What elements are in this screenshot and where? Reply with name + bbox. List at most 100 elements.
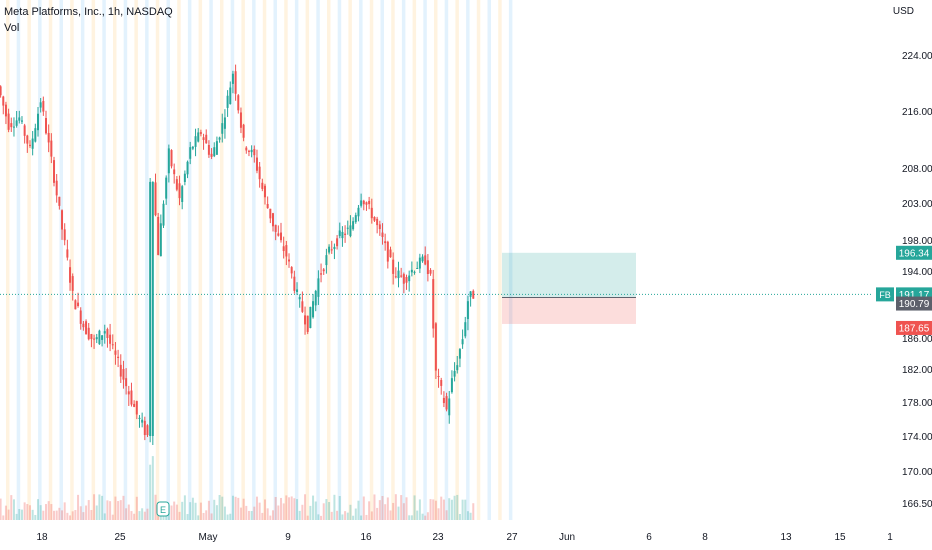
candle-body [301,301,304,312]
volume-bar [464,499,467,520]
volume-bar [269,515,272,520]
candle-body [39,102,42,108]
candle-body [79,310,82,324]
volume-bar [55,510,58,520]
volume-bar [4,505,7,520]
session-band [348,0,352,520]
candle-body [138,417,141,419]
candle-body [15,120,18,126]
volume-bar [250,511,253,520]
session-band [316,0,320,520]
session-band [123,0,128,520]
session-band [113,0,117,520]
volume-bar [205,510,208,520]
candle-body [333,246,336,250]
volume-bar [328,502,331,520]
y-tick-label: 178.00 [902,398,932,409]
volume-bar [12,499,15,520]
volume-bar [202,512,205,520]
candle-body [71,276,74,291]
volume-bar [247,510,250,520]
candle-body [328,246,331,253]
candle-body [234,71,237,94]
position-zones [502,252,636,324]
candle-body [162,203,165,226]
volume-bar [296,499,299,520]
candle-body [373,216,376,221]
candle-body [69,267,72,283]
volume-bar [304,494,307,520]
session-band [80,0,85,520]
session-band [476,0,481,520]
price-axis[interactable]: 224.00 216.00 208.00 203.00 198.00 194.00 186.… [902,51,932,510]
candle-body [10,123,13,128]
candle-body [402,274,405,284]
earnings-icon: E [160,505,166,515]
candle-body [210,153,213,157]
candle-body [432,279,435,329]
volume-bar [298,510,301,520]
candle-body [154,182,157,216]
candle-body [119,364,122,377]
volume-bar [408,515,411,520]
volume-bar [402,503,405,520]
session-band [220,0,224,520]
volume-bar [237,497,240,520]
candle-body [304,315,307,325]
candle-body [397,270,400,279]
volume-bar [79,506,82,520]
candle-body [26,135,29,144]
candle-body [269,208,272,219]
candle-body [149,181,152,436]
candle-body [389,249,392,258]
volume-bar [231,495,234,520]
volume-bar [42,510,45,520]
volume-bar [135,496,138,520]
candle-body [338,230,341,237]
volume-bar [306,515,309,520]
session-band [145,0,149,520]
volume-bar [338,496,341,520]
session-band [155,0,160,520]
volume-bar [239,507,242,520]
x-tick-label: 16 [360,532,372,543]
candle-body [437,376,440,378]
candle-body [205,134,208,144]
volume-bar [34,514,37,520]
volume-bar [368,501,371,520]
volume-bar [266,508,269,520]
volume-bar [199,502,202,520]
candle-body [357,207,360,217]
candle-body [165,177,168,199]
volume-bar [143,511,146,520]
volume-bar [20,509,23,520]
candle-body [421,256,424,262]
volume-bar [23,502,26,520]
volume-bar [194,502,197,520]
session-band [508,0,513,520]
volume-bar [322,503,325,520]
volume-bar [197,515,200,520]
session-band [59,0,63,520]
volume-bar [271,510,274,520]
earnings-marker[interactable]: E [156,501,170,517]
candle-body [231,73,234,84]
candle-body [229,87,232,105]
time-axis[interactable]: 18 25 May 9 16 23 27 Jun 6 8 13 15 1 [36,532,893,543]
candle-body [386,241,389,262]
volume-bar [122,495,125,520]
candle-body [282,246,285,252]
candle-body [2,96,5,106]
candle-body [426,260,429,275]
volume-bar [109,501,112,520]
candle-body [472,290,475,299]
volume-bar [45,504,48,520]
volume-bar [26,504,29,520]
candle-body [199,132,202,134]
candle-body [434,323,437,371]
candle-body [106,329,109,339]
volume-bar [352,515,355,520]
volume-bar [258,502,261,520]
